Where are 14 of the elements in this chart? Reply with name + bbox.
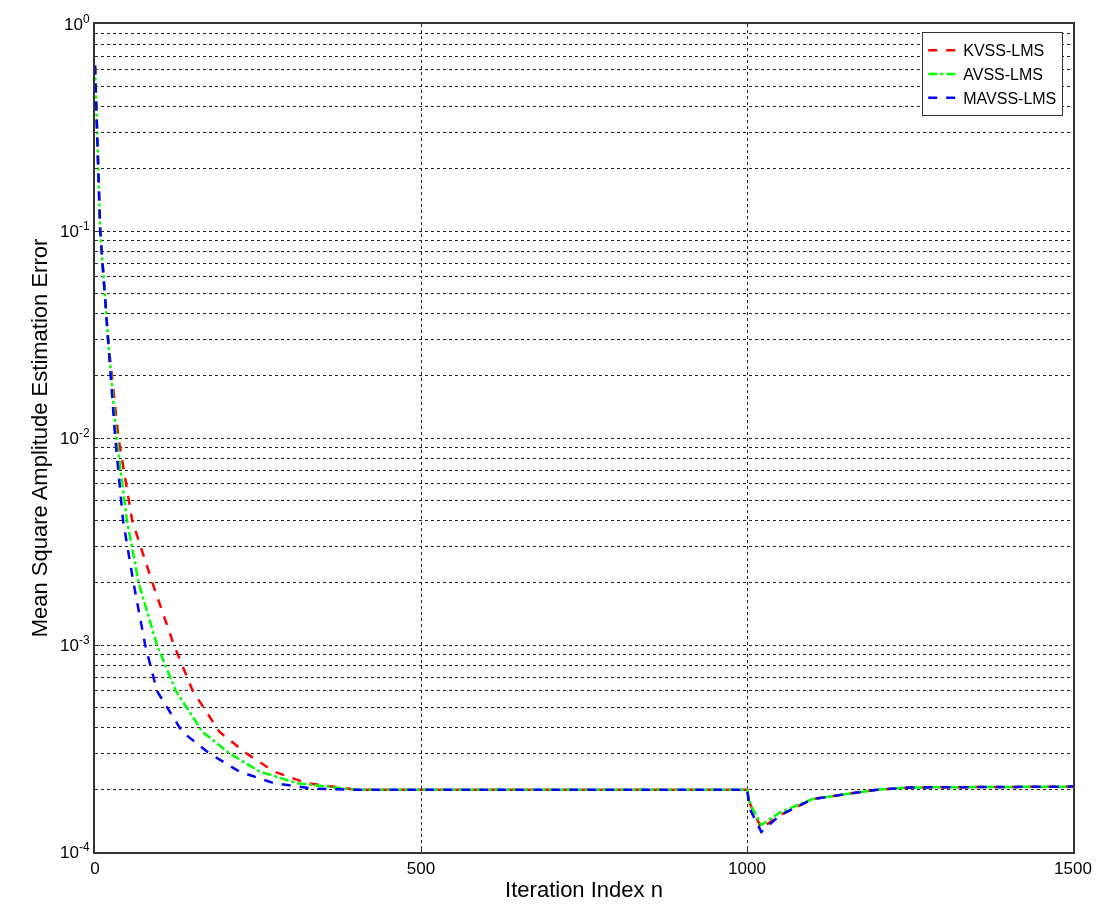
legend-label: AVSS-LMS: [963, 66, 1043, 84]
y-tick-label: 10$^{0}$: [64, 11, 90, 34]
y-tick-label: 10$^{-3}$: [60, 632, 90, 655]
x-tick-label: 1000: [728, 859, 766, 879]
x-axis-title: Iteration Index n: [505, 876, 663, 902]
legend-label: MAVSS-LMS: [963, 90, 1057, 108]
y-tick-label: 10$^{-2}$: [60, 425, 90, 448]
x-tick-label: 1500: [1054, 859, 1092, 879]
x-tick-label: 500: [406, 859, 436, 879]
legend-label: KVSS-LMS: [963, 42, 1045, 60]
y-tick-label: 10$^{-1}$: [60, 218, 90, 241]
x-tick-label: 0: [90, 859, 100, 879]
y-axis-title: Mean Square Amplitude Estimation Error: [27, 238, 53, 638]
y-tick-label: 10$^{-4}$: [60, 839, 90, 862]
